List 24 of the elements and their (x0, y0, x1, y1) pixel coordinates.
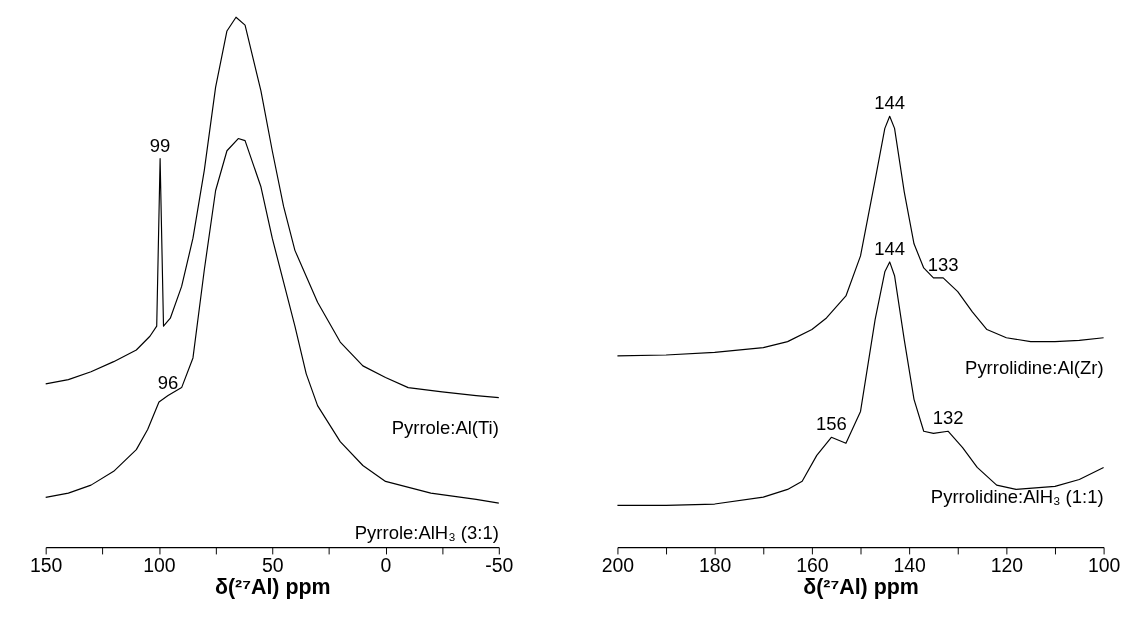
x-tick-label: 160 (796, 553, 829, 576)
x-tick-label: 0 (380, 553, 392, 576)
x-tick-label: 120 (990, 553, 1024, 576)
x-tick-label: -50 (485, 553, 514, 576)
series-label: Pyrrolidine:AlH₃ (1:1) (930, 486, 1104, 508)
x-axis-title: δ(²⁷Al) ppm (214, 575, 331, 600)
series-label: Pyrrolidine:Al(Zr) (965, 356, 1104, 378)
series-label: Pyrrole:Al(Ti) (391, 416, 499, 438)
x-tick-label: 140 (893, 553, 927, 576)
x-tick-label: 100 (143, 553, 176, 576)
annotation: 144 (874, 238, 906, 260)
annotation: 156 (815, 413, 847, 435)
x-axis-title: δ(²⁷Al) ppm (803, 575, 919, 600)
annotation: 96 (157, 371, 179, 393)
series-label: Pyrrole:AlH₃ (3:1) (354, 522, 499, 544)
annotation: 133 (927, 254, 959, 276)
annotation: 99 (149, 134, 171, 156)
x-tick-label: 50 (261, 553, 284, 576)
x-tick-label: 180 (698, 553, 732, 576)
x-tick-label: 150 (29, 553, 63, 576)
x-tick-label: 100 (1087, 553, 1121, 576)
annotation: 144 (874, 92, 906, 114)
x-tick-label: 200 (601, 553, 635, 576)
annotation: 132 (932, 407, 964, 429)
